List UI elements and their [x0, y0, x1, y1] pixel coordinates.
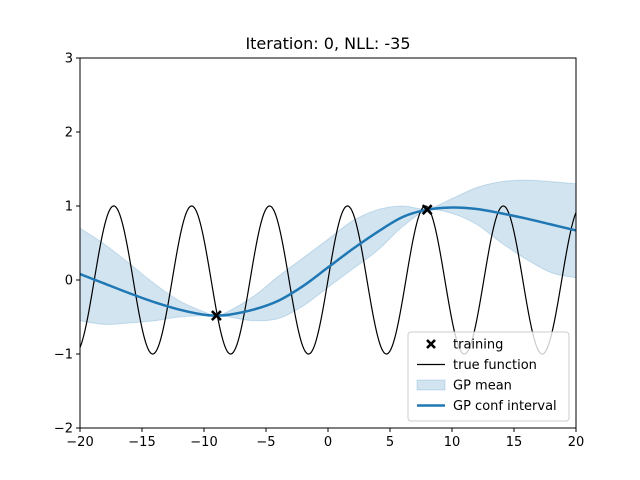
chart-title: Iteration: 0, NLL: -35	[245, 34, 410, 53]
y-axis: −2 −1 0 1 2 3	[54, 52, 80, 437]
training-point	[421, 204, 433, 216]
legend-item: training	[426, 338, 503, 353]
legend-item: GP mean	[416, 379, 512, 394]
gp-confidence-band	[80, 179, 576, 325]
legend-label: training	[453, 338, 503, 353]
legend-label: GP mean	[453, 379, 512, 394]
y-tick-label: 3	[65, 52, 73, 67]
y-tick-label: 0	[65, 274, 73, 289]
x-tick-label: −20	[66, 435, 93, 450]
x-axis: −20 −15 −10 −5 0 5 10 15 20	[66, 428, 584, 450]
y-tick-label: 1	[65, 200, 73, 215]
gp-mean-line	[80, 206, 576, 317]
legend-label: true function	[453, 358, 537, 373]
x-tick-label: −15	[128, 435, 155, 450]
legend-marker-x	[426, 339, 436, 349]
true-function-line	[80, 205, 576, 355]
x-tick-label: 15	[506, 435, 523, 450]
y-tick-label: −1	[54, 348, 73, 363]
training-points	[210, 204, 433, 321]
x-tick-label: 10	[444, 435, 461, 450]
training-point	[210, 310, 222, 321]
x-tick-label: 20	[568, 435, 585, 450]
x-tick-label: 5	[386, 435, 394, 450]
y-tick-label: 2	[65, 126, 73, 141]
plot-area	[80, 179, 576, 355]
legend: training true function GP mean GP conf inte…	[407, 331, 570, 422]
legend-item: GP conf interval	[417, 399, 557, 414]
legend-item: true function	[417, 358, 537, 373]
legend-box	[407, 331, 570, 422]
legend-marker-patch	[416, 379, 446, 391]
x-tick-label: −5	[256, 435, 275, 450]
y-tick-label: −2	[54, 422, 73, 437]
x-tick-label: −10	[190, 435, 217, 450]
legend-label: GP conf interval	[453, 399, 557, 414]
x-tick-label: 0	[324, 435, 332, 450]
